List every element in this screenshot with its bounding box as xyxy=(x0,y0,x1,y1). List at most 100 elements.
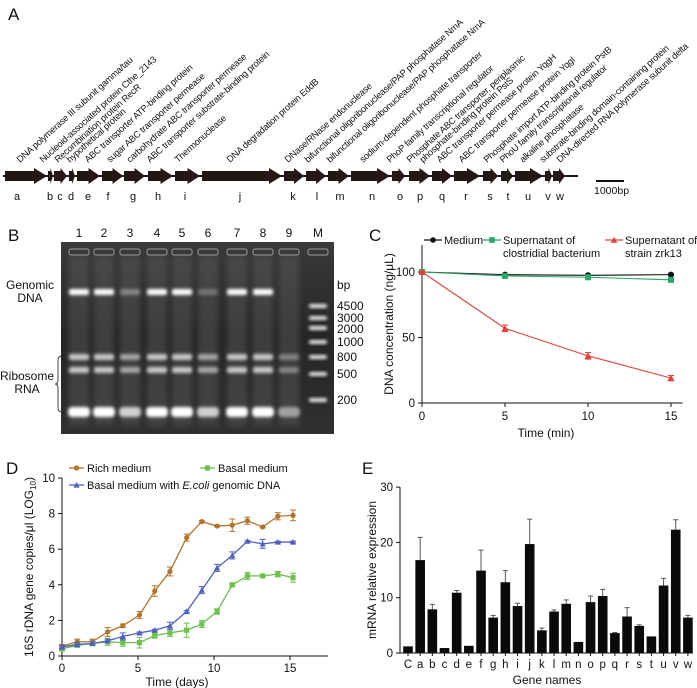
y-tick-label: 20 xyxy=(380,537,393,549)
rrna-band-5s xyxy=(197,407,219,417)
rrna-band-16s xyxy=(279,367,299,373)
gel-well xyxy=(146,248,168,256)
data-point xyxy=(244,538,251,544)
gene-letter-p: p xyxy=(417,191,423,203)
data-point xyxy=(229,582,235,588)
data-point xyxy=(105,629,111,635)
x-tick-label: 5 xyxy=(502,411,508,423)
genomic-dna-band xyxy=(198,289,218,295)
rrna-band-5s xyxy=(226,407,248,417)
x-tick-label: 0 xyxy=(59,663,65,675)
bar-d xyxy=(451,592,462,653)
data-point xyxy=(199,621,205,627)
legend-label: strain zrk13 xyxy=(625,248,682,260)
rrna-band-5s xyxy=(119,407,141,417)
data-point xyxy=(183,608,190,615)
data-point xyxy=(229,552,236,559)
data-point xyxy=(104,637,111,644)
gene-letter-n: n xyxy=(369,191,375,203)
legend-marker xyxy=(204,465,211,471)
ribosome-rna-label-line2: RNA xyxy=(14,382,39,396)
data-point xyxy=(668,276,674,283)
gel-well xyxy=(197,248,219,256)
x-axis-title: Gene names xyxy=(513,673,582,687)
data-point xyxy=(214,608,220,615)
gene-arrow-b xyxy=(48,168,53,184)
genomic-dna-band xyxy=(227,289,247,295)
data-point xyxy=(229,522,235,528)
rrna-band-23s xyxy=(69,354,89,360)
gene-letter-s: s xyxy=(487,191,493,203)
legend-label-part: Basal medium with xyxy=(87,480,182,492)
data-point xyxy=(136,612,143,618)
bar-e xyxy=(464,645,474,653)
y-tick-label: 0 xyxy=(409,398,415,410)
gene-letter-v: v xyxy=(545,191,551,203)
data-point xyxy=(289,538,297,545)
gene-arrow-d xyxy=(69,168,75,184)
gene-arrow-t xyxy=(501,168,513,184)
lane-number-2: 2 xyxy=(101,226,108,240)
panel-label-d: D xyxy=(6,459,18,478)
gene-letter-a: a xyxy=(14,191,21,203)
data-point xyxy=(290,575,296,581)
data-point xyxy=(585,274,591,281)
y-tick-label: 0 xyxy=(387,648,393,660)
gene-label-j: DNA degradation protein EddB xyxy=(225,77,321,165)
data-point xyxy=(213,564,221,571)
rrna-band-23s xyxy=(198,354,218,360)
x-tick-label: 10 xyxy=(582,411,595,423)
rrna-band-23s xyxy=(120,354,140,360)
gel-well xyxy=(171,248,193,256)
series-line xyxy=(421,271,672,281)
gene-arrow-v xyxy=(545,168,552,184)
data-point xyxy=(244,518,251,524)
legend-marker xyxy=(73,465,80,471)
data-point xyxy=(260,573,266,579)
gene-cluster-map: DNA polymerase III subunit gamma/tauNucl… xyxy=(3,16,691,203)
gene-arrow-j xyxy=(202,168,282,184)
data-point xyxy=(120,623,126,629)
genomic-dna-band xyxy=(253,289,273,295)
data-point xyxy=(501,324,509,332)
gene-letter-c: c xyxy=(57,191,63,203)
gene-letter-i: i xyxy=(184,191,186,203)
legend-label: Supernatant of xyxy=(503,235,576,247)
lane-number-M: M xyxy=(313,226,323,240)
data-point xyxy=(667,374,675,382)
marker-size-label: 4500 xyxy=(337,299,364,313)
gene-arrow-p xyxy=(409,168,430,184)
panel-label-a: A xyxy=(8,5,20,24)
lane-number-9: 9 xyxy=(286,226,293,240)
bar-m xyxy=(561,603,572,653)
x-tick-label-l: l xyxy=(553,659,556,671)
data-point xyxy=(152,588,158,594)
genomic-dna-band xyxy=(94,289,114,295)
genomic-dna-band xyxy=(120,289,140,295)
legend-marker xyxy=(610,236,618,243)
data-point xyxy=(151,627,158,633)
x-tick-label-k: k xyxy=(539,659,545,671)
rrna-band-5s xyxy=(252,407,274,417)
gene-label-i: Thermonuclease xyxy=(173,113,229,164)
bar-i xyxy=(512,605,523,653)
lane-number-1: 1 xyxy=(76,226,83,240)
y-axis-title-end: ) xyxy=(22,477,36,481)
bar-l xyxy=(549,611,559,653)
data-point xyxy=(502,272,508,279)
gene-letter-e: e xyxy=(85,191,91,203)
gene-arrow-u xyxy=(515,168,543,184)
bar-k xyxy=(537,630,547,653)
y-tick-label: 6 xyxy=(49,544,55,556)
rrna-band-16s xyxy=(120,367,140,373)
x-tick-label-C: C xyxy=(404,659,412,671)
gene-arrow-n xyxy=(351,168,390,184)
legend: Rich medium Basal medium Basal medium with… xyxy=(69,463,288,492)
series-line xyxy=(61,514,294,647)
legend-label: clostridial bacterium xyxy=(503,248,600,260)
bar-f xyxy=(476,570,486,653)
x-tick-label: 15 xyxy=(665,411,678,423)
data-point xyxy=(184,627,190,633)
